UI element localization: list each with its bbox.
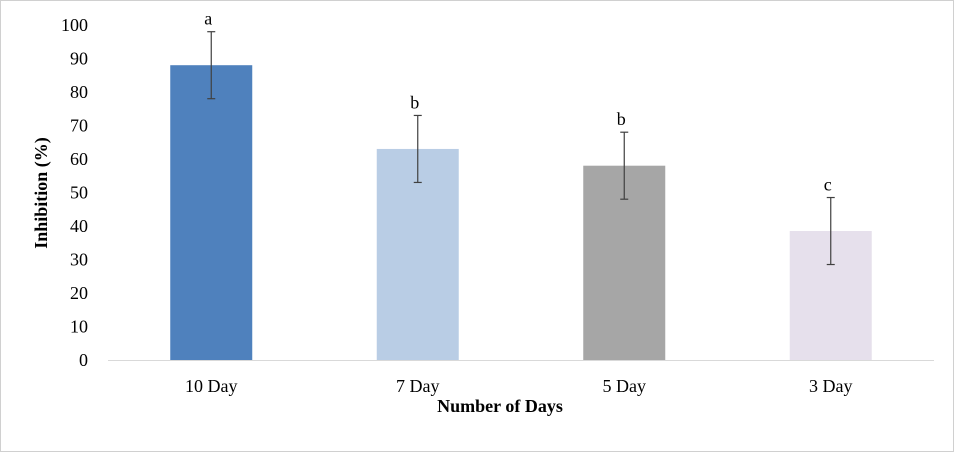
error-bar	[413, 114, 422, 184]
error-bar	[620, 131, 629, 200]
significance-labels: a b b c	[204, 9, 832, 195]
x-tick-labels: 10 Day 7 Day 5 Day 3 Day	[185, 376, 853, 396]
significance-label: a	[204, 9, 212, 29]
y-axis-title: Inhibition (%)	[31, 137, 52, 249]
significance-label: b	[617, 109, 626, 129]
y-tick-labels: 0 10 20 30 40 50 60 70 80 90 100	[61, 15, 88, 370]
y-tick-label: 0	[79, 350, 88, 370]
significance-label: c	[824, 175, 832, 195]
error-bars	[207, 31, 835, 266]
x-axis-title: Number of Days	[437, 396, 563, 416]
y-tick-label: 70	[70, 116, 88, 136]
y-tick-label: 80	[70, 82, 88, 102]
y-tick-label: 90	[70, 49, 88, 69]
x-tick-label: 10 Day	[185, 376, 238, 396]
y-tick-label: 60	[70, 149, 88, 169]
y-tick-label: 10	[70, 317, 88, 337]
error-bar	[207, 31, 216, 100]
bar-7-day	[376, 148, 459, 360]
x-tick-label: 7 Day	[396, 376, 440, 396]
bar-10-day	[170, 65, 253, 360]
x-tick-label: 5 Day	[603, 376, 647, 396]
y-tick-label: 50	[70, 183, 88, 203]
y-tick-label: 20	[70, 283, 88, 303]
significance-label: b	[410, 92, 419, 112]
y-tick-label: 100	[61, 15, 88, 35]
y-tick-label: 30	[70, 250, 88, 270]
bars	[170, 65, 872, 360]
x-tick-label: 3 Day	[809, 376, 853, 396]
y-tick-label: 40	[70, 216, 88, 236]
error-bar	[826, 196, 835, 266]
